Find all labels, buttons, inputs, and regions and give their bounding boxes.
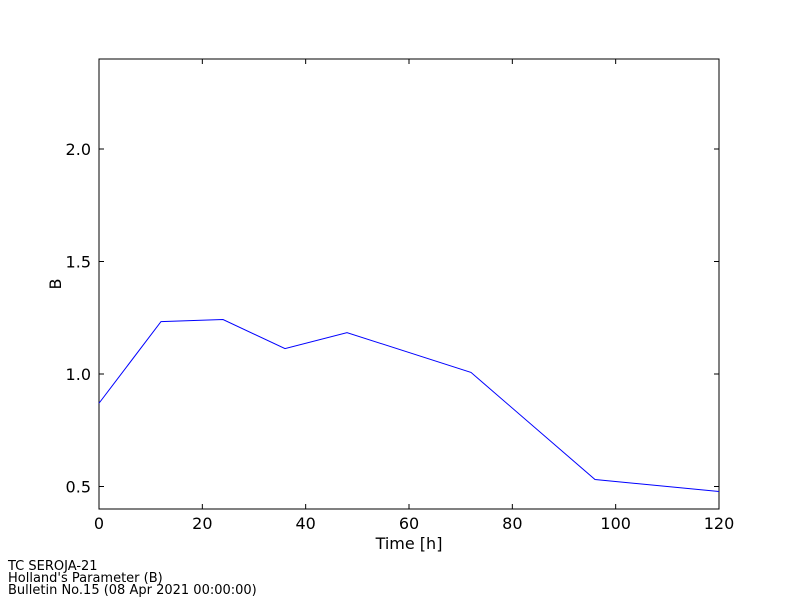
y-tick-label: 2.0 [66, 140, 91, 159]
y-axis-label: B [46, 279, 65, 290]
x-tick-label: 40 [295, 514, 315, 533]
x-tick-label: 80 [502, 514, 522, 533]
x-tick-label: 100 [600, 514, 631, 533]
y-tick-label: 0.5 [66, 478, 91, 497]
x-axis-label: Time [h] [375, 534, 443, 553]
x-tick-label: 20 [192, 514, 212, 533]
data-line [98, 319, 720, 492]
footer-line: TC SEROJA-21 [7, 559, 98, 574]
x-tick-label: 60 [399, 514, 419, 533]
plot-frame [98, 58, 720, 510]
y-tick-label: 1.0 [66, 365, 91, 384]
footer-line: Bulletin No.15 (08 Apr 2021 00:00:00) [8, 583, 257, 598]
y-tick-label: 1.5 [66, 253, 91, 272]
footer-line: Holland's Parameter (B) [8, 571, 163, 586]
x-tick-label: 0 [94, 514, 104, 533]
x-tick-label: 120 [704, 514, 735, 533]
